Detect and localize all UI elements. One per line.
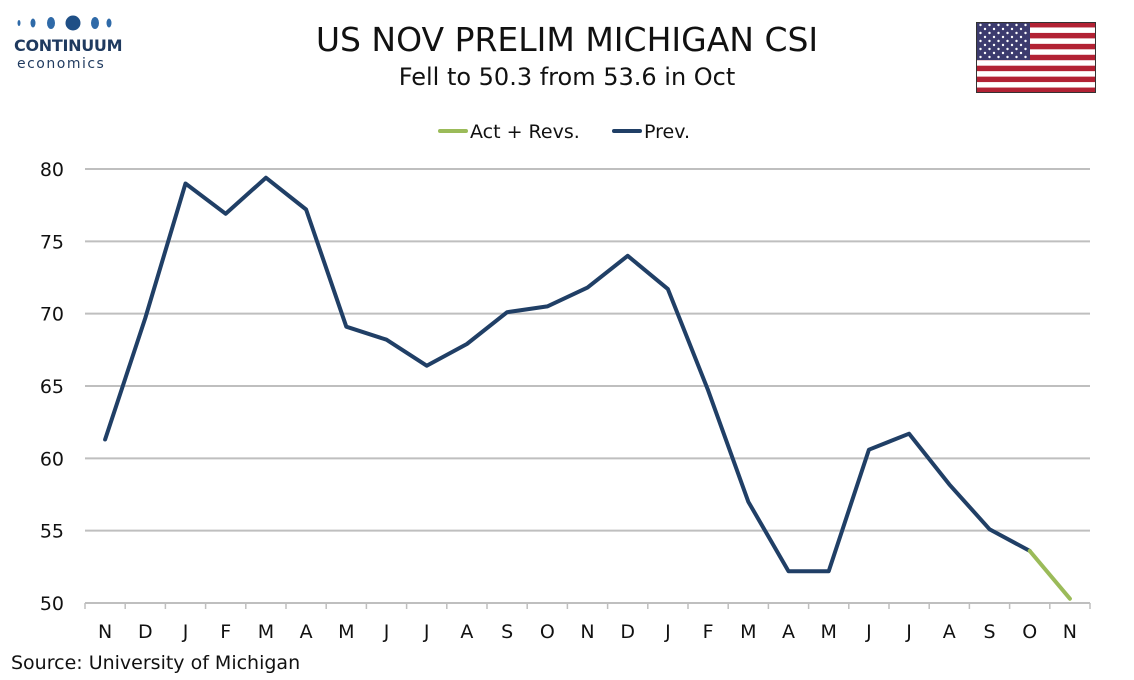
- y-tick-label: 60: [40, 448, 64, 470]
- y-tick-label: 50: [40, 593, 64, 615]
- x-tick-label: J: [664, 621, 671, 643]
- source-note: Source: University of Michigan: [11, 652, 301, 674]
- chart-subtitle: Fell to 50.3 from 53.6 in Oct: [398, 63, 736, 91]
- x-tick-label: M: [338, 621, 354, 643]
- x-tick-label: N: [580, 621, 594, 643]
- x-tick-label: A: [300, 621, 313, 643]
- x-tick-label: N: [1063, 621, 1077, 643]
- x-tick-label: A: [782, 621, 795, 643]
- chart-title: US NOV PRELIM MICHIGAN CSI: [315, 20, 819, 59]
- x-tick-label: F: [703, 621, 714, 643]
- y-tick-label: 70: [40, 304, 64, 326]
- us-flag-icon: [976, 22, 1096, 93]
- x-tick-label: O: [1022, 621, 1037, 643]
- x-tick-label: A: [460, 621, 473, 643]
- x-tick-label: J: [865, 621, 872, 643]
- logo-wordmark: CONTINUUM: [14, 36, 123, 55]
- x-tick-label: J: [905, 621, 912, 643]
- y-tick-label: 80: [40, 159, 64, 181]
- x-tick-label: N: [98, 621, 112, 643]
- y-tick-label: 55: [40, 521, 64, 543]
- series-line-prev: [103, 175, 1032, 574]
- series-line-act-revs: [1027, 548, 1072, 601]
- x-tick-label: S: [501, 621, 513, 643]
- legend-label-act-revs: Act + Revs.: [470, 121, 580, 143]
- legend-label-prev: Prev.: [644, 121, 690, 143]
- x-tick-label: A: [943, 621, 956, 643]
- continuum-logo: CONTINUUM economics: [14, 14, 134, 74]
- x-tick-label: D: [138, 621, 153, 643]
- x-tick-label: M: [820, 621, 836, 643]
- x-tick-label: M: [740, 621, 756, 643]
- x-tick-label: M: [258, 621, 274, 643]
- x-tick-label: J: [182, 621, 189, 643]
- x-tick-label: F: [220, 621, 231, 643]
- logo-dots-icon: [17, 15, 112, 31]
- x-tick-label: J: [383, 621, 390, 643]
- y-tick-label: 65: [40, 376, 64, 398]
- x-tick-label: D: [620, 621, 635, 643]
- y-tick-label: 75: [40, 231, 64, 253]
- x-tick-label: J: [423, 621, 430, 643]
- x-tick-label: O: [540, 621, 555, 643]
- logo-tagline: economics: [17, 56, 106, 72]
- x-tick-label: S: [983, 621, 995, 643]
